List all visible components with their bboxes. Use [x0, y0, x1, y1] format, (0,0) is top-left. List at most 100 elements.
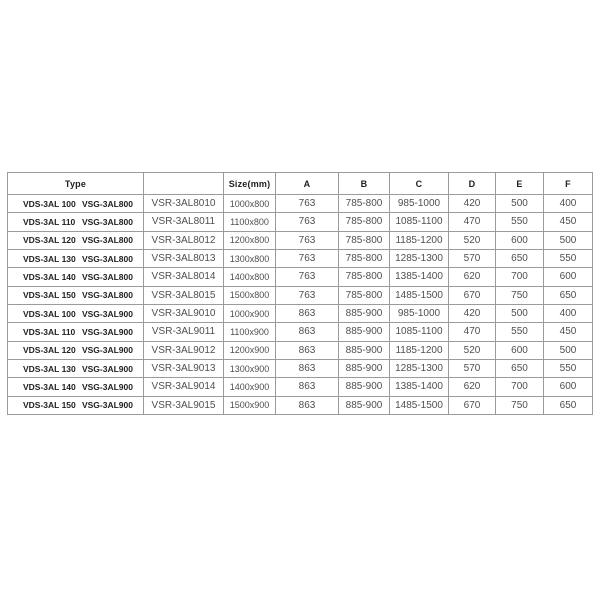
cell-size: 1000x800	[223, 193, 276, 214]
cell-model: VSR-3AL8013	[143, 248, 224, 269]
cell-model: VSR-3AL9015	[143, 395, 224, 416]
group-code: VSG-3AL900	[81, 308, 133, 319]
group-code: VSG-3AL800	[81, 235, 133, 246]
cell-size: 1000x900	[223, 303, 276, 324]
cell-d: 620	[448, 377, 496, 397]
type-code: VDS-3AL 100	[23, 198, 76, 209]
group-code: VSG-3AL800	[81, 271, 133, 282]
cell-size: 1400x800	[223, 267, 276, 287]
cell-type: VDS-3AL 150 VSG-3AL800	[7, 285, 144, 305]
cell-c: 985-1000	[389, 303, 449, 324]
cell-d: 520	[448, 340, 496, 360]
group-code: VSG-3AL800	[81, 290, 133, 301]
cell-b: 785-800	[338, 230, 390, 250]
cell-a: 763	[275, 285, 339, 305]
cell-e: 600	[495, 340, 544, 360]
cell-e: 650	[495, 358, 544, 379]
group-code: VSG-3AL900	[81, 363, 133, 374]
cell-c: 1285-1300	[389, 358, 449, 379]
cell-c: 1085-1100	[389, 322, 449, 342]
cell-f: 500	[543, 230, 593, 250]
cell-size: 1500x900	[223, 395, 276, 416]
cell-e: 750	[495, 395, 544, 416]
cell-d: 470	[448, 322, 496, 342]
cell-e: 650	[495, 248, 544, 269]
table-row: VDS-3AL 130 VSG-3AL900 VSR-3AL9013 1300x9…	[7, 358, 593, 379]
cell-size: 1200x900	[223, 340, 276, 360]
type-code: VDS-3AL 150	[23, 290, 76, 301]
cell-type: VDS-3AL 120 VSG-3AL900	[7, 340, 144, 360]
cell-type: VDS-3AL 130 VSG-3AL800	[7, 248, 144, 269]
cell-f: 400	[543, 193, 593, 214]
cell-a: 863	[275, 303, 339, 324]
cell-f: 600	[543, 377, 593, 397]
cell-c: 1385-1400	[389, 267, 449, 287]
cell-c: 1385-1400	[389, 377, 449, 397]
cell-model: VSR-3AL9012	[143, 340, 224, 360]
cell-b: 885-900	[338, 377, 390, 397]
cell-c: 1485-1500	[389, 285, 449, 305]
cell-d: 520	[448, 230, 496, 250]
cell-c: 1485-1500	[389, 395, 449, 416]
cell-a: 763	[275, 212, 339, 232]
table-row: VDS-3AL 130 VSG-3AL800 VSR-3AL8013 1300x8…	[7, 248, 593, 269]
cell-a: 863	[275, 340, 339, 360]
cell-b: 785-800	[338, 285, 390, 305]
header-model	[143, 172, 224, 195]
cell-model: VSR-3AL8012	[143, 230, 224, 250]
cell-d: 570	[448, 248, 496, 269]
cell-size: 1100x900	[223, 322, 276, 342]
type-code: VDS-3AL 120	[23, 235, 76, 246]
header-row: Type Size(mm) A B C D E F	[7, 172, 593, 195]
cell-d: 470	[448, 212, 496, 232]
type-code: VDS-3AL 130	[23, 363, 76, 374]
table-row: VDS-3AL 110 VSG-3AL900 VSR-3AL9011 1100x9…	[7, 322, 593, 342]
cell-b: 885-900	[338, 303, 390, 324]
cell-d: 620	[448, 267, 496, 287]
cell-a: 763	[275, 267, 339, 287]
cell-e: 600	[495, 230, 544, 250]
cell-model: VSR-3AL9011	[143, 322, 224, 342]
cell-type: VDS-3AL 120 VSG-3AL800	[7, 230, 144, 250]
cell-b: 785-800	[338, 212, 390, 232]
cell-size: 1400x900	[223, 377, 276, 397]
header-type: Type	[7, 172, 144, 195]
cell-d: 570	[448, 358, 496, 379]
cell-size: 1100x800	[223, 212, 276, 232]
cell-c: 1085-1100	[389, 212, 449, 232]
table-row: VDS-3AL 110 VSG-3AL800 VSR-3AL8011 1100x8…	[7, 212, 593, 232]
cell-e: 550	[495, 212, 544, 232]
cell-model: VSR-3AL9013	[143, 358, 224, 379]
cell-f: 600	[543, 267, 593, 287]
cell-e: 550	[495, 322, 544, 342]
cell-model: VSR-3AL8015	[143, 285, 224, 305]
cell-model: VSR-3AL9014	[143, 377, 224, 397]
group-code: VSG-3AL800	[81, 198, 133, 209]
type-code: VDS-3AL 120	[23, 345, 76, 356]
table-body: VDS-3AL 100 VSG-3AL800 VSR-3AL8010 1000x8…	[7, 193, 593, 416]
header-size: Size(mm)	[223, 172, 276, 195]
cell-e: 700	[495, 267, 544, 287]
table-row: VDS-3AL 140 VSG-3AL800 VSR-3AL8014 1400x8…	[7, 267, 593, 287]
cell-b: 885-900	[338, 322, 390, 342]
size-spec-table: Type Size(mm) A B C D E F VDS-3AL 100 VSG…	[7, 172, 593, 416]
cell-b: 885-900	[338, 395, 390, 416]
cell-a: 763	[275, 193, 339, 214]
cell-e: 750	[495, 285, 544, 305]
cell-model: VSR-3AL8011	[143, 212, 224, 232]
type-code: VDS-3AL 110	[23, 326, 76, 337]
group-code: VSG-3AL900	[81, 345, 133, 356]
type-code: VDS-3AL 140	[23, 381, 76, 392]
cell-a: 863	[275, 395, 339, 416]
cell-c: 1285-1300	[389, 248, 449, 269]
header-f: F	[543, 172, 593, 195]
table-row: VDS-3AL 100 VSG-3AL900 VSR-3AL9010 1000x9…	[7, 303, 593, 324]
group-code: VSG-3AL800	[81, 216, 133, 227]
cell-f: 550	[543, 248, 593, 269]
cell-type: VDS-3AL 150 VSG-3AL900	[7, 395, 144, 416]
cell-d: 420	[448, 193, 496, 214]
cell-size: 1300x800	[223, 248, 276, 269]
group-code: VSG-3AL900	[81, 326, 133, 337]
cell-b: 885-900	[338, 340, 390, 360]
